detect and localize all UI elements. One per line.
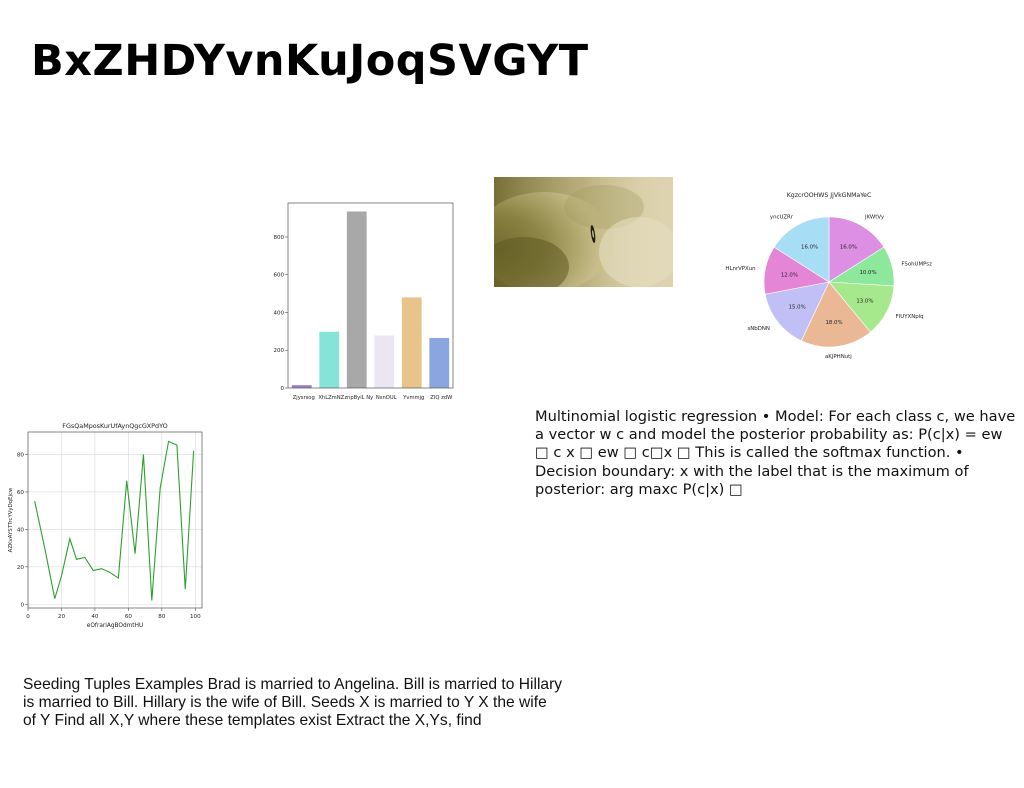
pie-pct-label-6: 16.0%	[801, 245, 818, 251]
pie-label-4: sNbDNN	[747, 326, 769, 332]
bar-2	[346, 211, 367, 388]
line-chart: FGsQaMposKurUfAynQgcGXPdYO 0 20 40 60 80 100 0 2…	[8, 422, 203, 629]
line-ytick-label-0: 0	[20, 602, 24, 608]
line-title: FGsQaMposKurUfAynQgcGXPdYO	[62, 422, 167, 430]
seeding-tuples-text: Seeding Tuples Examples Brad is married …	[23, 676, 563, 730]
line-xlabel: eOfrariAgBOdmtHU	[87, 623, 143, 629]
line-xtick-label-2: 40	[91, 614, 99, 620]
line-ylabel: AZKvAYSTTrcYVyDqEjcw	[8, 487, 14, 552]
bar-tick-label-5: ZIQ zdW	[430, 395, 452, 401]
pie-pct-label-1: 10.0%	[859, 270, 876, 276]
pie-slice-0	[828, 216, 885, 283]
bar-ytick-label-3: 600	[274, 273, 285, 279]
pie-chart: KgzcrOOHWS JjVkGNMaYeC 16.0% JKWtVy 10.0% FS…	[725, 192, 932, 360]
bar-tick-label-1: XhLZmNZ	[318, 395, 344, 401]
pie-pct-label-3: 18.0%	[825, 320, 842, 326]
line-xtick-label-4: 80	[158, 614, 166, 620]
pie-chart-figure: KgzcrOOHWS JjVkGNMaYeC 16.0% JKWtVy 10.0% FS…	[722, 186, 942, 376]
line-series	[34, 440, 195, 601]
line-plot-frame	[27, 431, 203, 609]
pie-slice-3	[800, 281, 871, 348]
pie-slice-6	[773, 216, 830, 283]
pie-pct-label-5: 12.0%	[781, 272, 798, 278]
photo-image	[494, 177, 673, 287]
bar-5	[429, 337, 450, 388]
bar-tick-label-3: NsnOUL	[376, 395, 397, 401]
line-ytick-label-2: 40	[17, 527, 25, 533]
pie-slice-4	[764, 281, 830, 342]
line-xtick-label-5: 100	[190, 614, 201, 620]
pie-label-6: yncUZRr	[770, 214, 794, 220]
pie-label-5: HLnrVPXun	[725, 266, 755, 272]
line-xtick-label-1: 20	[58, 614, 66, 620]
bar-1	[319, 331, 340, 388]
pie-title: KgzcrOOHWS JjVkGNMaYeC	[787, 192, 872, 199]
bar-chart-figure: Zjysrsog XhLZmNZ znpByiL Ny NsnOUL Yvmmjg ZIQ…	[270, 195, 465, 405]
bar-chart: Zjysrsog XhLZmNZ znpByiL Ny NsnOUL Yvmmjg ZIQ…	[274, 202, 454, 401]
pie-pct-label-4: 15.0%	[789, 305, 806, 311]
bar-3	[374, 335, 395, 388]
sepia-photo	[494, 177, 673, 287]
line-ytick-label-3: 60	[17, 490, 25, 496]
pie-label-2: FIUYXNplq	[896, 314, 924, 320]
slide-title: BxZHDYvnKuJoqSVGYT	[31, 36, 589, 86]
line-xtick-label-0: 0	[26, 614, 30, 620]
line-chart-figure: FGsQaMposKurUfAynQgcGXPdYO 0 20 40 60 80 100 0 2…	[4, 418, 214, 630]
bar-ytick-label-1: 200	[274, 348, 285, 354]
bar-tick-label-4: Yvmmjg	[402, 395, 424, 401]
bar-tick-label-2: znpByiL Ny	[344, 395, 373, 401]
pie-pct-label-0: 16.0%	[840, 245, 857, 251]
pie-label-3: aKJPHNutj	[825, 354, 852, 360]
bar-tick-label-0: Zjysrsog	[293, 395, 315, 401]
pie-label-1: FSohUMPsz	[901, 261, 932, 267]
logistic-regression-text: Multinomial logistic regression • Model:…	[535, 408, 1016, 498]
bar-ytick-label-0: 0	[281, 386, 285, 392]
bar-ytick-label-2: 400	[274, 310, 285, 316]
line-ytick-label-4: 80	[17, 452, 25, 458]
pie-label-0: JKWtVy	[864, 214, 885, 220]
pie-pct-label-2: 13.0%	[856, 298, 873, 304]
bar-4	[401, 297, 422, 388]
bar-0	[291, 385, 312, 388]
line-ytick-label-1: 20	[17, 565, 25, 571]
bar-plot-frame	[287, 202, 454, 389]
line-xtick-label-3: 60	[125, 614, 133, 620]
bar-ytick-label-4: 800	[274, 235, 285, 241]
